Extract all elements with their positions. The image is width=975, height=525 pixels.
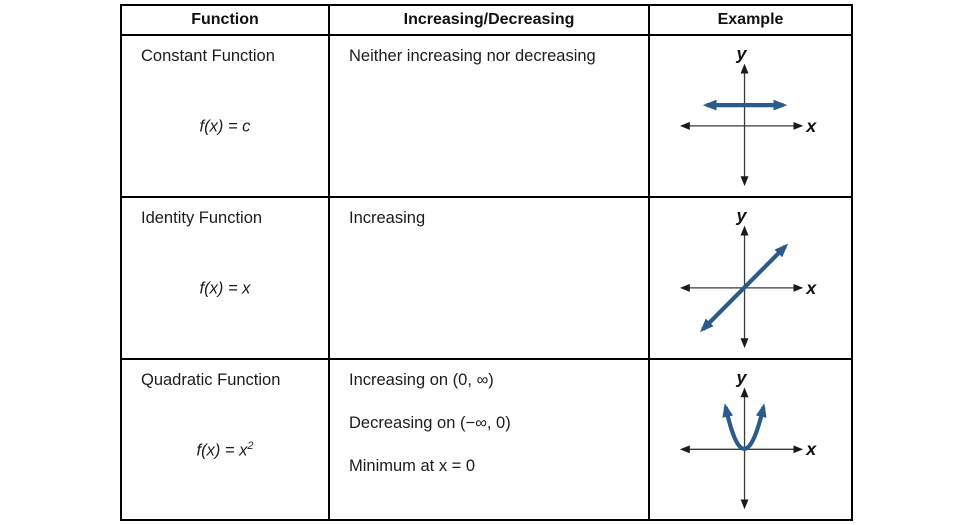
example-cell-quadratic: y x <box>650 360 851 519</box>
quadratic-function-graph: y x <box>679 368 817 510</box>
header-function-label: Function <box>191 11 259 28</box>
function-name: Identity Function <box>141 209 263 227</box>
function-formula: f(x) = x <box>122 278 328 299</box>
formula-text: f(x) = c <box>199 117 251 136</box>
table-row-constant-function-cell: Constant Function f(x) = c <box>122 36 330 198</box>
function-formula: f(x) = c <box>122 116 328 137</box>
y-axis-label: y <box>736 44 748 64</box>
x-axis-label: x <box>805 439 817 459</box>
behavior-cell-constant: Neither increasing nor decreasing <box>330 36 650 198</box>
identity-line-plot <box>699 243 789 333</box>
example-cell-constant: y x <box>650 36 851 198</box>
function-formula: f(x) = x2 <box>122 440 328 461</box>
behavior-line: Increasing <box>349 209 426 227</box>
behavior-line: Neither increasing nor decreasing <box>349 47 596 65</box>
y-axis-label: y <box>736 206 748 226</box>
behavior-line: Decreasing on (−∞, 0) <box>349 414 511 432</box>
constant-function-graph: y x <box>679 44 817 187</box>
table-row-identity-function-cell: Identity Function f(x) = x <box>122 198 330 360</box>
x-axis-label: x <box>805 278 817 298</box>
table-row-quadratic-function-cell: Quadratic Function f(x) = x2 <box>122 360 330 519</box>
y-axis-label: y <box>736 368 748 388</box>
header-example-label: Example <box>717 11 784 28</box>
formula-superscript: 2 <box>247 440 254 452</box>
formula-text: f(x) = x <box>196 441 248 460</box>
function-name: Constant Function <box>141 47 275 65</box>
behavior-line: Minimum at x = 0 <box>349 457 476 475</box>
parabola-plot <box>722 403 767 451</box>
behavior-cell-quadratic: Increasing on (0, ∞) Decreasing on (−∞, … <box>330 360 650 519</box>
example-cell-identity: y x <box>650 198 851 360</box>
identity-function-graph: y x <box>679 206 817 349</box>
x-axis-label: x <box>805 116 817 136</box>
header-function: Function <box>122 6 330 36</box>
formula-text: f(x) = x <box>199 279 251 298</box>
header-increasing-decreasing: Increasing/Decreasing <box>330 6 650 36</box>
behavior-line: Increasing on (0, ∞) <box>349 371 494 389</box>
function-properties-table: Function Increasing/Decreasing Example C… <box>120 4 853 521</box>
header-increasing-decreasing-label: Increasing/Decreasing <box>403 11 575 28</box>
behavior-cell-identity: Increasing <box>330 198 650 360</box>
function-name: Quadratic Function <box>141 371 281 389</box>
header-example: Example <box>650 6 851 36</box>
